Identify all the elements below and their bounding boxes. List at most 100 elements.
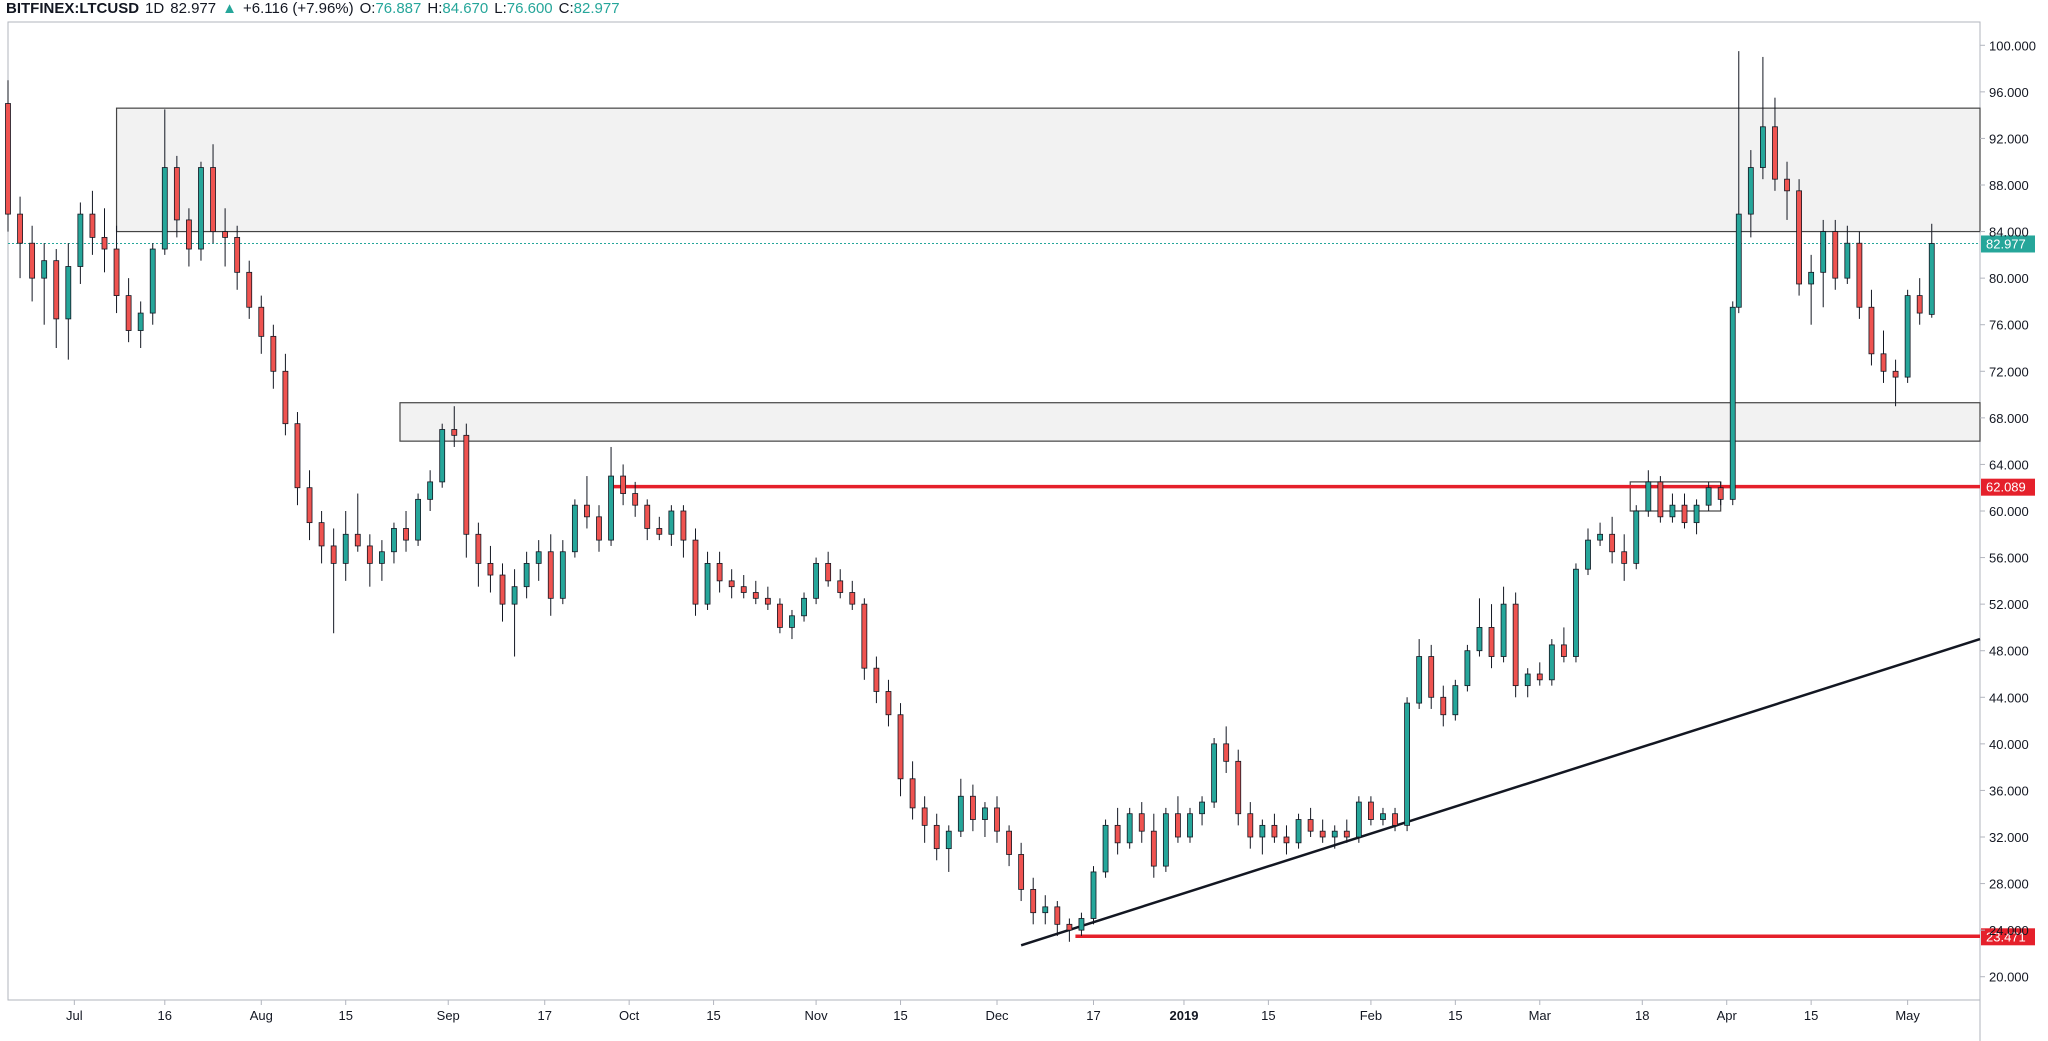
candle[interactable] — [1705, 487, 1712, 506]
candle[interactable] — [957, 795, 964, 832]
candle[interactable] — [571, 504, 578, 553]
candle[interactable] — [1784, 178, 1790, 192]
candle[interactable] — [632, 493, 639, 506]
candle[interactable] — [559, 551, 566, 599]
candle[interactable] — [1078, 918, 1085, 931]
candle[interactable] — [415, 498, 421, 541]
candle[interactable] — [1042, 906, 1049, 914]
candle[interactable] — [1440, 696, 1447, 716]
candle[interactable] — [1368, 801, 1374, 820]
candle[interactable] — [1928, 243, 1935, 315]
candle[interactable] — [463, 434, 470, 535]
candle[interactable] — [1693, 504, 1700, 524]
candle[interactable] — [584, 504, 590, 518]
candle[interactable] — [1524, 673, 1531, 687]
candle[interactable] — [1223, 743, 1230, 762]
candle[interactable] — [873, 667, 880, 692]
candle[interactable] — [933, 824, 940, 850]
candle[interactable] — [282, 370, 289, 425]
symbol-name[interactable]: BITFINEX:LTCUSD — [6, 0, 140, 17]
candle[interactable] — [1808, 271, 1815, 285]
candle[interactable] — [801, 597, 807, 617]
candle[interactable] — [668, 510, 675, 535]
candle[interactable] — [1126, 813, 1133, 844]
candle[interactable] — [969, 795, 976, 820]
candle[interactable] — [1018, 854, 1025, 890]
candle[interactable] — [644, 504, 651, 529]
candle[interactable] — [1319, 830, 1326, 838]
candle[interactable] — [680, 510, 687, 541]
candle[interactable] — [1573, 568, 1579, 657]
candle[interactable] — [813, 562, 819, 599]
candle[interactable] — [89, 213, 96, 238]
candle[interactable] — [342, 533, 349, 564]
candle[interactable] — [1735, 213, 1742, 308]
candle[interactable] — [523, 562, 530, 588]
candle[interactable] — [29, 242, 36, 279]
candle[interactable] — [487, 562, 494, 576]
candle[interactable] — [1488, 627, 1495, 657]
candle[interactable] — [1283, 836, 1290, 844]
candle[interactable] — [1669, 504, 1676, 518]
candle[interactable] — [294, 423, 301, 489]
candle[interactable] — [1560, 644, 1567, 657]
candle[interactable] — [921, 807, 928, 826]
candle[interactable] — [234, 236, 241, 273]
candle[interactable] — [198, 167, 204, 250]
candle[interactable] — [101, 236, 108, 250]
candle[interactable] — [475, 533, 482, 564]
candle[interactable] — [656, 528, 663, 535]
candle[interactable] — [451, 429, 458, 436]
candle[interactable] — [1820, 231, 1827, 273]
candle[interactable] — [1759, 126, 1766, 168]
candle[interactable] — [210, 167, 216, 232]
candle[interactable] — [861, 603, 868, 669]
candle[interactable] — [1404, 702, 1410, 826]
candle[interactable] — [1030, 888, 1037, 914]
candle[interactable] — [1548, 644, 1555, 681]
candle[interactable] — [1585, 539, 1591, 570]
candle[interactable] — [692, 539, 699, 605]
candle[interactable] — [1844, 242, 1851, 279]
candle[interactable] — [1609, 533, 1616, 553]
candle[interactable] — [1380, 813, 1386, 820]
candle[interactable] — [789, 615, 795, 628]
candle[interactable] — [1657, 481, 1664, 518]
candle[interactable] — [41, 260, 48, 279]
candle[interactable] — [1090, 871, 1097, 919]
candle[interactable] — [1597, 533, 1603, 541]
candle[interactable] — [1392, 813, 1398, 826]
candle[interactable] — [752, 592, 759, 599]
candle[interactable] — [403, 528, 409, 541]
candle[interactable] — [608, 475, 614, 541]
candle[interactable] — [125, 295, 132, 331]
candle[interactable] — [1476, 627, 1483, 652]
candle[interactable] — [897, 714, 904, 780]
candle[interactable] — [427, 481, 434, 500]
candle[interactable] — [740, 586, 747, 593]
candle[interactable] — [620, 475, 627, 494]
supply-zone[interactable] — [399, 402, 1981, 442]
candle[interactable] — [1621, 551, 1628, 564]
supply-zone[interactable] — [115, 107, 1981, 233]
candle[interactable] — [909, 778, 916, 809]
candle[interactable] — [1512, 603, 1519, 687]
candle[interactable] — [716, 562, 723, 582]
candle[interactable] — [994, 807, 1000, 832]
candle[interactable] — [1772, 126, 1778, 180]
candle[interactable] — [1235, 760, 1242, 815]
candle[interactable] — [137, 312, 144, 331]
candle[interactable] — [1006, 830, 1012, 855]
candle[interactable] — [1747, 167, 1754, 215]
candle[interactable] — [704, 562, 711, 605]
candle[interactable] — [1428, 656, 1435, 698]
candle[interactable] — [1904, 295, 1911, 378]
candle[interactable] — [186, 219, 192, 250]
candle[interactable] — [596, 516, 602, 541]
candle[interactable] — [378, 551, 385, 564]
candle[interactable] — [1729, 306, 1736, 500]
candle[interactable] — [246, 271, 253, 308]
candle[interactable] — [982, 807, 988, 820]
candle[interactable] — [1500, 603, 1507, 657]
